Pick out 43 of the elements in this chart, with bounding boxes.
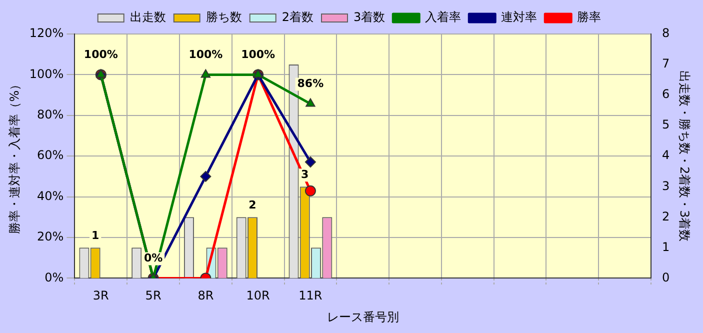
y2-tick-label: 0 — [662, 270, 670, 284]
data-label: 1 — [92, 229, 100, 242]
legend-label: 勝ち数 — [206, 10, 242, 24]
legend-label: 3着数 — [354, 10, 386, 24]
x-tick-label: 5R — [145, 288, 162, 303]
legend-label: 勝率 — [577, 10, 602, 24]
x-tick-label: 10R — [246, 288, 270, 303]
x-tick-label: 11R — [298, 288, 322, 303]
y-tick-label: 0% — [44, 270, 64, 284]
point — [306, 98, 316, 107]
legend-label: 入着率 — [425, 10, 462, 24]
data-label: 100% — [241, 48, 276, 62]
data-label: 0% — [144, 252, 163, 265]
y-tick-label: 40% — [37, 188, 64, 203]
x-axis-title: レース番号別 — [326, 310, 399, 324]
point — [253, 69, 263, 78]
legend-label: 連対率 — [501, 10, 538, 24]
y2-tick-label: 7 — [662, 56, 670, 71]
data-label: 3 — [301, 168, 309, 181]
data-label: 100% — [84, 48, 118, 62]
y2-tick-label: 1 — [662, 240, 670, 254]
y-axis-title: 勝率・連対率・入着率（%） — [7, 78, 22, 234]
data-label: 86% — [297, 77, 324, 90]
y-tick-label: 100% — [29, 66, 64, 81]
y2-tick-label: 8 — [662, 26, 670, 40]
point — [96, 69, 106, 78]
data-label: 2 — [248, 198, 256, 212]
y-tick-label: 60% — [37, 148, 64, 162]
y2-tick-label: 2 — [662, 209, 670, 224]
y2-tick-label: 6 — [662, 87, 670, 102]
y2-axis-title: 出走数・勝ち数・2着数・3着数 — [678, 70, 692, 242]
y2-tick-label: 3 — [662, 178, 670, 193]
y2-tick-label: 4 — [662, 148, 670, 162]
legend-label: 2着数 — [282, 10, 314, 24]
legend-label: 出走数 — [130, 10, 166, 24]
point — [200, 69, 211, 78]
y-tick-label: 80% — [37, 108, 64, 122]
y2-tick-label: 5 — [662, 118, 670, 132]
x-tick-label: 3R — [92, 288, 109, 303]
x-tick-label: 8R — [198, 288, 214, 303]
data-label: 100% — [188, 48, 223, 62]
y-tick-label: 120% — [29, 26, 64, 40]
y-tick-label: 20% — [37, 230, 64, 244]
